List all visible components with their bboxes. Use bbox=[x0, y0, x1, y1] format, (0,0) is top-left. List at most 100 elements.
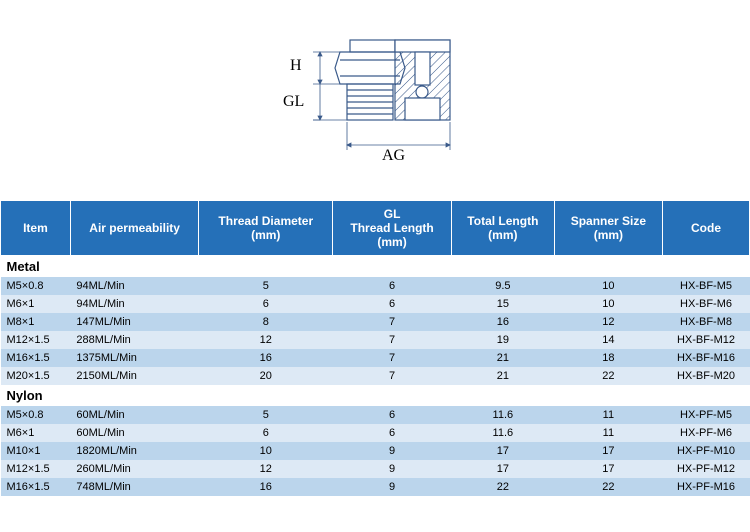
table-cell: 9 bbox=[333, 442, 452, 460]
table-cell: HX-BF-M16 bbox=[663, 349, 750, 367]
table-cell: 1375ML/Min bbox=[70, 349, 199, 367]
table-cell: 7 bbox=[333, 313, 452, 331]
table-cell: HX-BF-M20 bbox=[663, 367, 750, 385]
table-cell: 11 bbox=[554, 406, 662, 424]
table-cell: M16×1.5 bbox=[1, 349, 71, 367]
table-cell: 9 bbox=[333, 460, 452, 478]
table-cell: 5 bbox=[199, 277, 333, 295]
table-cell: 6 bbox=[333, 424, 452, 442]
table-cell: 147ML/Min bbox=[70, 313, 199, 331]
table-row: M6×194ML/Min661510HX-BF-M6 bbox=[1, 295, 750, 313]
table-cell: 60ML/Min bbox=[70, 406, 199, 424]
section-header: Nylon bbox=[1, 385, 750, 406]
table-cell: 12 bbox=[554, 313, 662, 331]
table-cell: 748ML/Min bbox=[70, 478, 199, 496]
table-cell: 22 bbox=[554, 478, 662, 496]
table-cell: 11 bbox=[554, 424, 662, 442]
col-header-4: Total Length(mm) bbox=[451, 201, 554, 256]
table-cell: 12 bbox=[199, 331, 333, 349]
table-cell: 12 bbox=[199, 460, 333, 478]
table-cell: 17 bbox=[451, 460, 554, 478]
table-cell: 60ML/Min bbox=[70, 424, 199, 442]
table-cell: 260ML/Min bbox=[70, 460, 199, 478]
table-cell: 16 bbox=[451, 313, 554, 331]
table-cell: M12×1.5 bbox=[1, 460, 71, 478]
table-cell: 288ML/Min bbox=[70, 331, 199, 349]
table-cell: HX-PF-M16 bbox=[663, 478, 750, 496]
table-cell: HX-BF-M5 bbox=[663, 277, 750, 295]
col-header-2: Thread Diameter(mm) bbox=[199, 201, 333, 256]
table-cell: 10 bbox=[554, 277, 662, 295]
table-cell: 9 bbox=[333, 478, 452, 496]
table-cell: M20×1.5 bbox=[1, 367, 71, 385]
table-cell: 7 bbox=[333, 349, 452, 367]
table-cell: 94ML/Min bbox=[70, 277, 199, 295]
dim-label-ag: AG bbox=[382, 147, 405, 165]
table-row: M20×1.52150ML/Min2072122HX-BF-M20 bbox=[1, 367, 750, 385]
table-row: M16×1.51375ML/Min1672118HX-BF-M16 bbox=[1, 349, 750, 367]
table-cell: 11.6 bbox=[451, 424, 554, 442]
section-header: Metal bbox=[1, 256, 750, 278]
table-header: ItemAir permeabilityThread Diameter(mm)G… bbox=[1, 201, 750, 256]
spec-table: ItemAir permeabilityThread Diameter(mm)G… bbox=[0, 200, 750, 496]
table-cell: 22 bbox=[554, 367, 662, 385]
table-cell: HX-BF-M6 bbox=[663, 295, 750, 313]
dim-label-h: H bbox=[290, 57, 302, 75]
col-header-3: GLThread Length(mm) bbox=[333, 201, 452, 256]
table-cell: 1820ML/Min bbox=[70, 442, 199, 460]
table-cell: 17 bbox=[554, 442, 662, 460]
table-row: M16×1.5748ML/Min1692222HX-PF-M16 bbox=[1, 478, 750, 496]
table-row: M12×1.5260ML/Min1291717HX-PF-M12 bbox=[1, 460, 750, 478]
table-cell: 6 bbox=[333, 277, 452, 295]
table-cell: 6 bbox=[333, 295, 452, 313]
dim-label-gl: GL bbox=[283, 93, 304, 111]
table-cell: 16 bbox=[199, 349, 333, 367]
col-header-6: Code bbox=[663, 201, 750, 256]
table-cell: 18 bbox=[554, 349, 662, 367]
table-row: M10×11820ML/Min1091717HX-PF-M10 bbox=[1, 442, 750, 460]
table-cell: 6 bbox=[199, 424, 333, 442]
table-cell: HX-BF-M8 bbox=[663, 313, 750, 331]
table-cell: 11.6 bbox=[451, 406, 554, 424]
table-cell: 14 bbox=[554, 331, 662, 349]
table-cell: HX-PF-M12 bbox=[663, 460, 750, 478]
table-cell: M10×1 bbox=[1, 442, 71, 460]
section-title: Metal bbox=[1, 256, 750, 278]
table-cell: 10 bbox=[199, 442, 333, 460]
col-header-1: Air permeability bbox=[70, 201, 199, 256]
table-cell: HX-BF-M12 bbox=[663, 331, 750, 349]
table-cell: 10 bbox=[554, 295, 662, 313]
table-row: M8×1147ML/Min871612HX-BF-M8 bbox=[1, 313, 750, 331]
table-cell: 94ML/Min bbox=[70, 295, 199, 313]
table-cell: HX-PF-M10 bbox=[663, 442, 750, 460]
table-cell: 21 bbox=[451, 349, 554, 367]
table-cell: M6×1 bbox=[1, 295, 71, 313]
section-title: Nylon bbox=[1, 385, 750, 406]
table-cell: 7 bbox=[333, 367, 452, 385]
table-cell: 8 bbox=[199, 313, 333, 331]
table-cell: 9.5 bbox=[451, 277, 554, 295]
technical-diagram: H GL AG bbox=[0, 0, 750, 200]
table-cell: 22 bbox=[451, 478, 554, 496]
table-cell: 15 bbox=[451, 295, 554, 313]
table-cell: 17 bbox=[554, 460, 662, 478]
col-header-5: Spanner Size(mm) bbox=[554, 201, 662, 256]
table-cell: 16 bbox=[199, 478, 333, 496]
table-cell: 20 bbox=[199, 367, 333, 385]
table-cell: 6 bbox=[199, 295, 333, 313]
table-cell: M12×1.5 bbox=[1, 331, 71, 349]
table-row: M6×160ML/Min6611.611HX-PF-M6 bbox=[1, 424, 750, 442]
table-cell: M8×1 bbox=[1, 313, 71, 331]
table-cell: 2150ML/Min bbox=[70, 367, 199, 385]
table-cell: 21 bbox=[451, 367, 554, 385]
table-cell: HX-PF-M5 bbox=[663, 406, 750, 424]
table-cell: 5 bbox=[199, 406, 333, 424]
table-cell: HX-PF-M6 bbox=[663, 424, 750, 442]
table-cell: M5×0.8 bbox=[1, 277, 71, 295]
table-row: M12×1.5288ML/Min1271914HX-BF-M12 bbox=[1, 331, 750, 349]
table-cell: 17 bbox=[451, 442, 554, 460]
table-cell: M6×1 bbox=[1, 424, 71, 442]
table-row: M5×0.894ML/Min569.510HX-BF-M5 bbox=[1, 277, 750, 295]
table-cell: M16×1.5 bbox=[1, 478, 71, 496]
table-row: M5×0.860ML/Min5611.611HX-PF-M5 bbox=[1, 406, 750, 424]
